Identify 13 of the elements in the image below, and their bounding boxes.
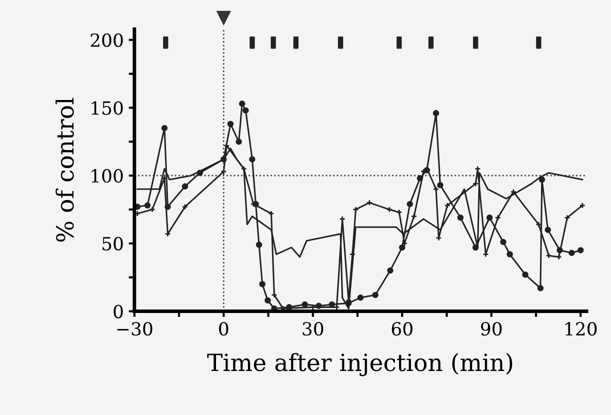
y-tick-label: 200 bbox=[90, 33, 123, 48]
y-tick-label: 150 bbox=[92, 101, 123, 115]
x-tick-label: 90 bbox=[481, 322, 502, 336]
y-axis-title: % of control bbox=[56, 98, 74, 242]
x-tick-label: 120 bbox=[566, 322, 597, 336]
y-tick-label: 100 bbox=[92, 169, 123, 183]
x-tick-label: 60 bbox=[392, 322, 412, 336]
x-axis-title: Time after injection (min) bbox=[207, 353, 512, 376]
x-tick-label: −30 bbox=[117, 322, 152, 336]
x-tick-label: 0 bbox=[219, 322, 228, 336]
y-tick-label: 0 bbox=[114, 304, 123, 318]
y-tick-label: 50 bbox=[102, 236, 123, 251]
x-tick-label: 30 bbox=[302, 322, 324, 336]
